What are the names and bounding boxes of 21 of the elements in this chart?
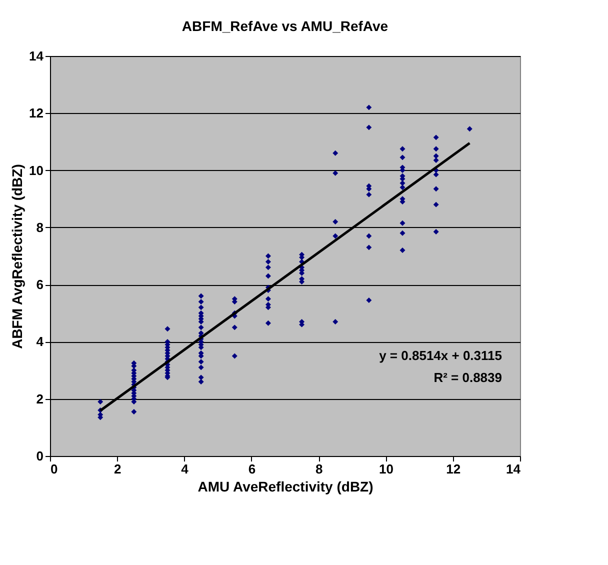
x-tick-label: 14	[506, 462, 522, 476]
annotation: y = 0.8514x + 0.3115	[379, 348, 502, 363]
y-tick-label: 14	[29, 48, 44, 64]
y-tick-label: 8	[36, 220, 44, 235]
x-tick-label: 12	[446, 462, 461, 476]
y-tick-label: 2	[36, 391, 44, 406]
x-tick-label: 8	[315, 462, 323, 476]
x-tick-label: 4	[181, 462, 190, 476]
annotation: R² = 0.8839	[434, 370, 502, 385]
x-tick-label: 2	[114, 462, 122, 476]
y-tick-label: 10	[29, 162, 44, 178]
chart-title: ABFM_RefAve vs AMU_RefAve	[182, 18, 388, 34]
y-tick-label: 4	[36, 334, 44, 350]
y-tick-label: 6	[36, 277, 44, 292]
y-tick-label: 12	[29, 106, 44, 121]
y-axis-title: ABFM AvgReflectivity (dBZ)	[9, 164, 26, 349]
x-tick-label: 6	[248, 462, 256, 476]
y-tick-label: 0	[36, 448, 44, 464]
x-tick-label: 0	[50, 462, 58, 476]
x-tick-label: 10	[378, 462, 394, 476]
x-axis-title: AMU AveReflectivity (dBZ)	[198, 478, 374, 494]
